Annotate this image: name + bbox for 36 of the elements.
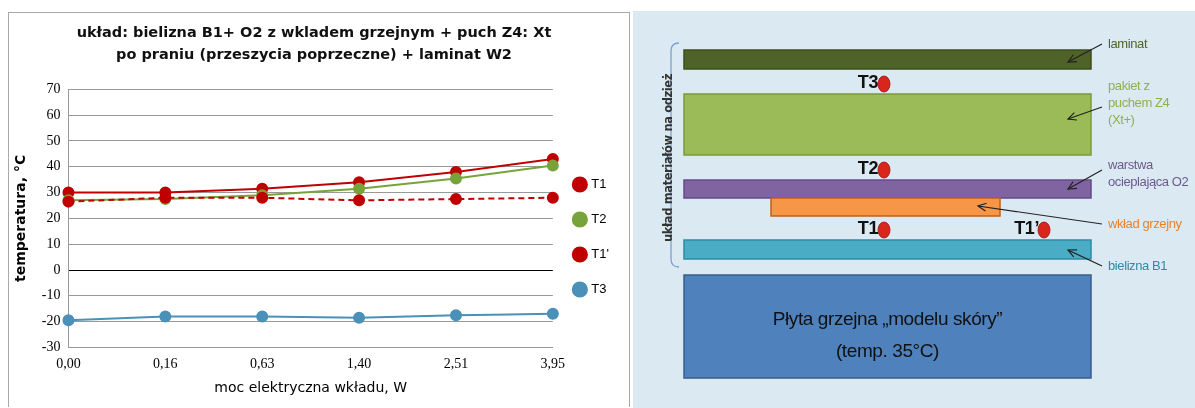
text: (temp. 35°C): [834, 339, 941, 363]
y-tick-label: 50: [46, 132, 61, 148]
x-tick-label: 0,63: [249, 356, 275, 372]
y-tick-label: -30: [41, 339, 61, 355]
y-tick-label: 70: [46, 81, 61, 97]
text: laminat: [1108, 35, 1148, 52]
y-tick-label: 20: [46, 210, 61, 226]
y-tick-label: 60: [46, 106, 61, 122]
text: warstwa ocieplająca O2: [1108, 156, 1190, 190]
legend-label: T3: [591, 281, 607, 297]
text: wkład grzejny: [1108, 215, 1182, 232]
x-tick-label: 1,40: [346, 356, 372, 372]
x-tick-label: 0,16: [153, 356, 178, 372]
y-tick-label: 10: [46, 235, 61, 251]
x-tick-label: 0,00: [56, 356, 81, 372]
text: pakiet z puchem Z4 (Xt+): [1108, 77, 1171, 128]
y-tick-label: 30: [46, 184, 61, 200]
chart-title: układ: bielizna B1+ O2 z wkladem grzejnym + puch Z4: Xt po praniu (przeszycia poprzeczne) + laminat W2: [75, 23, 553, 64]
text: T1: [856, 218, 878, 238]
x-tick-label: 2,51: [443, 356, 469, 372]
x-axis-title: moc elektryczna wkładu, W: [214, 379, 408, 396]
text: układ materiałów na odzież: [661, 72, 675, 245]
legend-label: T1: [591, 176, 607, 192]
legend-label: T1': [591, 246, 609, 262]
text: T3: [856, 72, 878, 92]
text: Płyta grzejna „modelu skóry”: [771, 307, 1004, 331]
text: T2: [856, 158, 878, 178]
y-tick-label: -20: [41, 313, 61, 329]
x-tick-label: 3,95: [540, 356, 566, 372]
text: T1’: [1013, 218, 1039, 238]
y-tick-label: -10: [41, 287, 61, 303]
text: bielizna B1: [1108, 257, 1168, 274]
legend-label: T2: [591, 211, 607, 227]
y-axis-title: temperatura, °C: [12, 154, 29, 282]
y-tick-label: 0: [53, 261, 61, 277]
y-tick-label: 40: [46, 158, 61, 174]
